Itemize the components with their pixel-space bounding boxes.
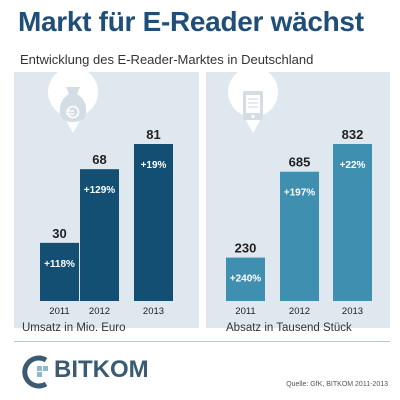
chart-subtitle: Entwicklung des E-Reader-Marktes in Deut… bbox=[20, 52, 314, 67]
units-growth-label-2013: +22% bbox=[340, 160, 366, 171]
units-value-label-2013: 832 bbox=[342, 127, 364, 142]
revenue-value-label-2012: 68 bbox=[92, 152, 106, 167]
bitkom-logo-icon bbox=[22, 355, 48, 389]
revenue-tick-2011: 2011 bbox=[49, 306, 69, 317]
divider bbox=[14, 341, 390, 342]
chart-title: Markt für E-Reader wächst bbox=[18, 6, 364, 37]
revenue-growth-label-2013: +19% bbox=[141, 160, 167, 171]
units-tick-2012: 2012 bbox=[289, 306, 310, 317]
bitkom-logo: BITKOM bbox=[16, 352, 166, 392]
revenue-bar-2013 bbox=[134, 144, 173, 301]
revenue-growth-label-2011: +118% bbox=[44, 259, 75, 270]
logo-text: BITKOM bbox=[54, 356, 149, 383]
units-bar-2013 bbox=[333, 144, 372, 301]
units-growth-label-2012: +197% bbox=[284, 188, 316, 199]
revenue-tick-2012: 2012 bbox=[89, 306, 110, 317]
revenue-value-label-2011: 30 bbox=[52, 226, 66, 241]
revenue-caption: Umsatz in Mio. Euro bbox=[22, 322, 126, 334]
units-bar-2011 bbox=[226, 257, 265, 301]
money-bag-euro-icon bbox=[48, 67, 98, 133]
units-tick-2011: 2011 bbox=[235, 306, 255, 317]
units-value-label-2012: 685 bbox=[289, 155, 311, 170]
units-bar-2012 bbox=[280, 171, 319, 301]
revenue-growth-label-2012: +129% bbox=[84, 185, 116, 196]
units-tick-2013: 2013 bbox=[342, 306, 363, 317]
revenue-value-label-2013: 81 bbox=[146, 127, 160, 142]
units-caption: Absatz in Tausend Stück bbox=[226, 322, 352, 334]
e-reader-device-icon bbox=[227, 67, 278, 133]
units-growth-label-2011: +240% bbox=[230, 274, 262, 285]
revenue-bar-2012 bbox=[80, 169, 119, 301]
source-note: Quelle: GfK, BITKOM 2011-2013 bbox=[286, 381, 388, 388]
revenue-tick-2013: 2013 bbox=[143, 306, 164, 317]
units-value-label-2011: 230 bbox=[235, 241, 257, 256]
revenue-bar-2011 bbox=[40, 242, 79, 301]
